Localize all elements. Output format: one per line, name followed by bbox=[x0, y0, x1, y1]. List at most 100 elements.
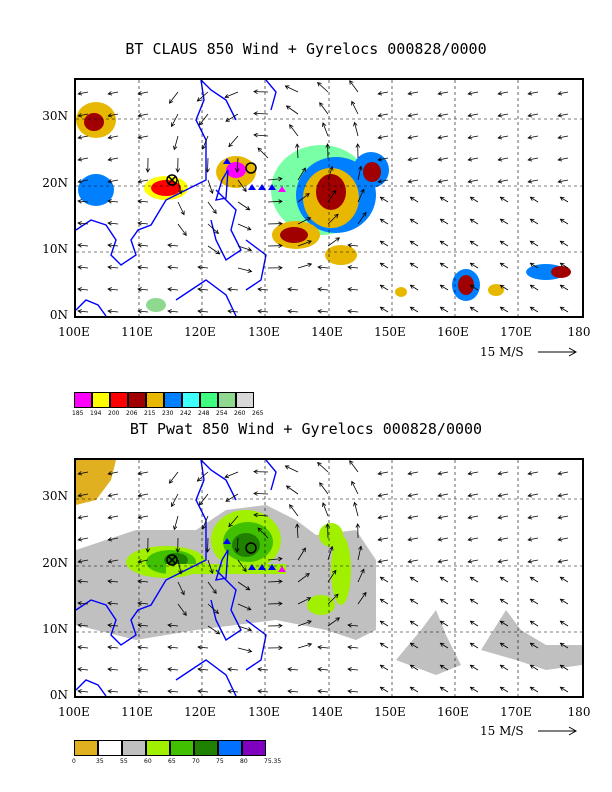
wind-vector-head bbox=[469, 218, 475, 223]
legend-swatch bbox=[218, 740, 242, 756]
wind-vector bbox=[380, 642, 389, 649]
wind-vector bbox=[78, 624, 89, 627]
wind-vector-head bbox=[469, 576, 475, 581]
wind-vector bbox=[138, 668, 149, 671]
wind-vector bbox=[138, 222, 149, 225]
wind-vector bbox=[177, 581, 185, 595]
wind-vector-head bbox=[557, 493, 563, 498]
wind-vector bbox=[297, 620, 312, 627]
legend-swatch bbox=[74, 392, 92, 408]
lon-label: 150E bbox=[374, 325, 406, 339]
wind-vector-head bbox=[529, 642, 535, 647]
lon-label: 180 bbox=[567, 325, 591, 339]
wind-vector bbox=[78, 310, 89, 313]
wind-vector-head bbox=[107, 157, 113, 162]
wind-vector bbox=[410, 576, 419, 583]
wind-vector-head bbox=[198, 500, 204, 506]
wind-vector bbox=[138, 266, 149, 269]
wind-vector-head bbox=[196, 97, 202, 102]
wind-vector bbox=[500, 196, 509, 203]
wind-vector-head bbox=[77, 667, 82, 672]
wind-vector bbox=[408, 91, 419, 95]
wind-vector bbox=[357, 546, 362, 561]
wind-vector-head bbox=[379, 686, 385, 691]
wind-vector bbox=[78, 113, 89, 117]
wind-vector-head bbox=[379, 576, 385, 581]
wind-vector bbox=[470, 686, 479, 693]
wind-vector-head bbox=[439, 196, 445, 201]
wind-vector-head bbox=[167, 645, 172, 650]
wind-vector-head bbox=[225, 117, 231, 122]
wind-vector bbox=[530, 218, 539, 225]
wind-vector-head bbox=[209, 569, 214, 575]
wind-vector-head bbox=[439, 664, 445, 669]
wind-vector-head bbox=[332, 189, 337, 195]
wind-vector bbox=[558, 471, 569, 475]
wind-vector bbox=[198, 266, 209, 269]
wind-vector bbox=[319, 102, 329, 115]
wind-vector-head bbox=[77, 559, 83, 564]
wind-vector bbox=[78, 91, 89, 95]
wind-vector-head bbox=[360, 568, 365, 574]
wind-vector bbox=[78, 471, 89, 475]
wind-vector-head bbox=[182, 231, 187, 236]
legend-swatch bbox=[110, 392, 128, 408]
wind-vector-head bbox=[439, 306, 445, 311]
lon-label: 170E bbox=[500, 325, 532, 339]
legend-swatch bbox=[164, 392, 182, 408]
wind-vector bbox=[138, 646, 149, 649]
wind-vector-head bbox=[307, 262, 313, 268]
wind-vector bbox=[138, 244, 149, 247]
wind-vector bbox=[349, 460, 359, 473]
wind-vector bbox=[108, 493, 119, 497]
wind-vector bbox=[440, 306, 449, 313]
wind-vector bbox=[470, 642, 479, 649]
wind-vector-head bbox=[175, 168, 181, 173]
wind-vector bbox=[228, 515, 239, 527]
wind-vector-head bbox=[557, 559, 563, 564]
wind-vector-head bbox=[439, 598, 445, 603]
wind-vector-head bbox=[347, 667, 352, 672]
wind-vector-head bbox=[278, 199, 283, 204]
wind-vector-head bbox=[137, 265, 142, 270]
wind-vector bbox=[348, 646, 359, 649]
wind-vector bbox=[297, 597, 311, 605]
wind-vector-head bbox=[247, 627, 253, 632]
wind-vector bbox=[560, 598, 569, 605]
wind-vector-head bbox=[319, 102, 324, 107]
wind-vector bbox=[410, 664, 419, 671]
wind-vector bbox=[440, 218, 449, 225]
wind-vector-head bbox=[407, 537, 413, 542]
lat-label: 30N bbox=[42, 489, 68, 503]
wind-vector-head bbox=[77, 199, 82, 204]
wind-vector bbox=[500, 686, 509, 693]
wind-vector-head bbox=[227, 287, 232, 292]
wind-vector-head bbox=[467, 113, 473, 118]
wind-vector bbox=[267, 178, 282, 181]
wind-vector bbox=[228, 690, 239, 693]
wind-vector bbox=[173, 515, 179, 530]
wind-vector-head bbox=[529, 620, 535, 625]
legend-swatch bbox=[170, 740, 194, 756]
wind-vector-head bbox=[439, 218, 445, 223]
wind-vector bbox=[560, 218, 569, 225]
wind-vector bbox=[530, 620, 539, 627]
wind-vector-head bbox=[499, 686, 505, 691]
wind-vector-head bbox=[334, 213, 339, 219]
wind-vector bbox=[530, 664, 539, 671]
wind-vector bbox=[440, 262, 449, 269]
wind-vector-head bbox=[137, 515, 143, 520]
wind-vector-head bbox=[209, 189, 214, 195]
wind-vector-head bbox=[253, 512, 258, 518]
wind-vector bbox=[253, 492, 269, 495]
wind-vector-head bbox=[358, 165, 363, 171]
wind-vector bbox=[267, 580, 283, 583]
wind-vector bbox=[138, 624, 149, 627]
panel-title: BT Pwat 850 Wind + Gyrelocs 000828/0000 bbox=[129, 420, 483, 438]
legend-value: 200 bbox=[108, 410, 120, 417]
wind-vector-head bbox=[295, 523, 300, 528]
wind-vector-head bbox=[377, 135, 383, 140]
wind-vector-head bbox=[353, 121, 358, 127]
wind-vector-head bbox=[529, 240, 535, 245]
wind-vector bbox=[470, 306, 479, 313]
